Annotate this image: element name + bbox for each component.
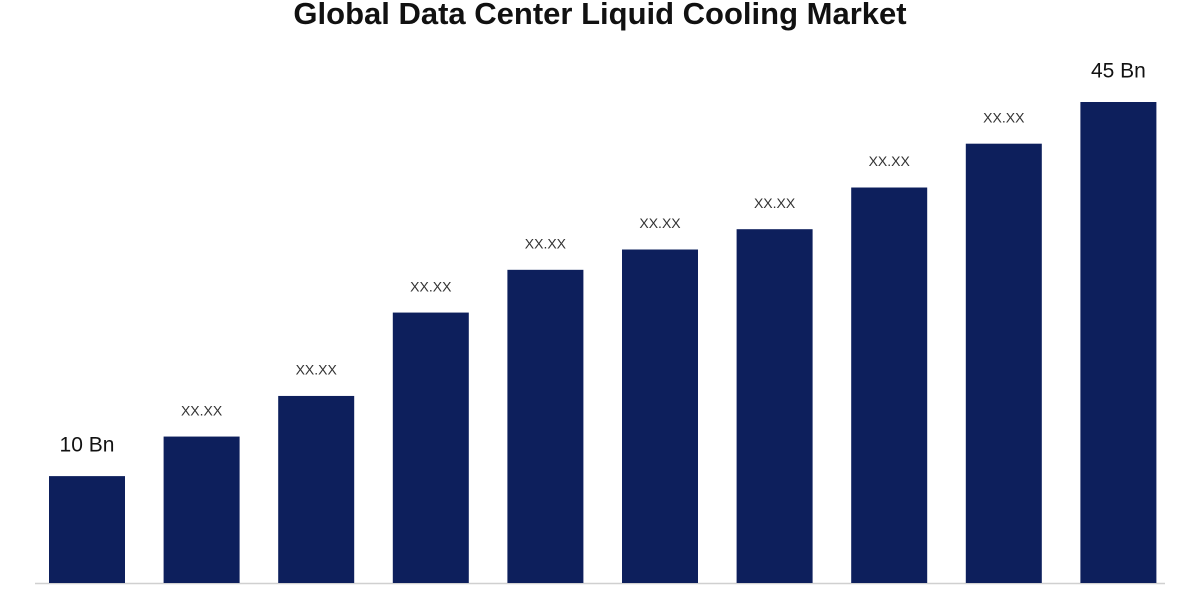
value-label: XX.XX <box>181 402 223 418</box>
value-label: XX.XX <box>869 153 911 169</box>
bar <box>278 395 355 583</box>
chart-title: Global Data Center Liquid Cooling Market <box>293 0 906 31</box>
bar <box>1080 102 1157 583</box>
bar <box>49 476 125 583</box>
bar <box>163 436 240 583</box>
value-label: XX.XX <box>525 236 567 252</box>
value-label: XX.XX <box>410 278 452 294</box>
value-label: XX.XX <box>639 215 681 231</box>
bar <box>736 229 813 583</box>
bar <box>851 187 928 583</box>
value-label: XX.XX <box>754 195 796 211</box>
value-label: XX.XX <box>983 109 1025 125</box>
value-label: XX.XX <box>296 362 338 378</box>
bar <box>622 249 698 584</box>
value-label: 10 Bn <box>60 434 115 457</box>
bar <box>965 143 1042 584</box>
bar <box>392 312 469 583</box>
value-label: 45 Bn <box>1091 60 1146 83</box>
bar <box>507 269 584 583</box>
